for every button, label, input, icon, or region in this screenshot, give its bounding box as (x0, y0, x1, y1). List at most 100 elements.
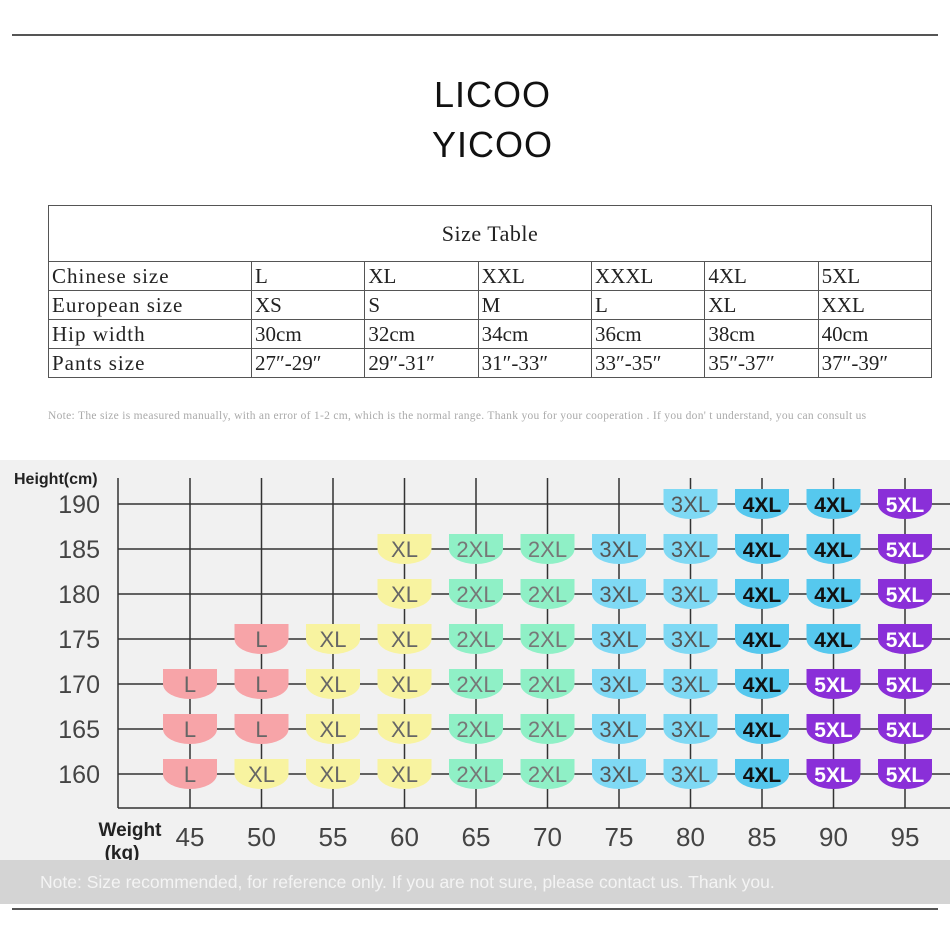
size-badge-label: 3XL (671, 492, 710, 517)
size-cell: L (250, 261, 366, 291)
size-badge-label: XL (391, 672, 418, 697)
size-badge-label: 3XL (671, 582, 710, 607)
size-badge (806, 714, 861, 744)
size-cell: 4XL (704, 261, 819, 291)
size-badge-label: 2XL (528, 582, 567, 607)
size-badge (449, 579, 503, 609)
size-badge-label: 4XL (743, 764, 782, 787)
size-badge (306, 624, 360, 654)
size-cell: 37″-39″ (817, 348, 933, 378)
size-table-row: Chinese size L XL XXL XXXL 4XL 5XL (48, 261, 933, 291)
size-badge (663, 759, 718, 789)
size-badge-label: 4XL (743, 674, 782, 697)
size-badge (806, 759, 861, 789)
size-table-title-row: Size Table (48, 205, 932, 262)
size-badge (449, 759, 503, 789)
x-tick-label: 90 (819, 822, 848, 852)
y-tick-label: 180 (58, 581, 100, 609)
x-tick-label: 55 (319, 822, 348, 852)
size-cell: 32cm (364, 319, 479, 349)
size-row-label: Pants size (48, 348, 252, 378)
x-tick-label: 60 (390, 822, 419, 852)
size-badge-label: 3XL (671, 672, 710, 697)
size-cell: M (477, 290, 592, 320)
size-badge (735, 579, 789, 609)
size-badge (520, 579, 575, 609)
size-badge-label: 4XL (743, 584, 782, 607)
size-badge-label: 5XL (814, 719, 853, 742)
size-badge (234, 624, 289, 654)
size-cell: 27″-29″ (250, 348, 366, 378)
size-badge-label: 3XL (599, 537, 638, 562)
size-badge-label: 2XL (456, 537, 495, 562)
x-tick-label: 95 (891, 822, 920, 852)
size-badge-label: 5XL (886, 584, 925, 607)
size-badge (520, 624, 575, 654)
size-badge (592, 759, 646, 789)
size-badge (735, 624, 789, 654)
size-cell: 30cm (250, 319, 366, 349)
size-badge (163, 714, 217, 744)
size-badge-label: 5XL (814, 674, 853, 697)
size-badge (377, 624, 432, 654)
size-row-label: Hip width (48, 319, 252, 349)
size-badge-label: 4XL (743, 629, 782, 652)
brand-name-line2: YICOO (431, 124, 553, 165)
size-badge-label: 5XL (814, 764, 853, 787)
size-cell: 29″-31″ (364, 348, 479, 378)
size-badge-label: 3XL (671, 627, 710, 652)
size-badge-label: 5XL (886, 494, 925, 517)
x-tick-label: 65 (462, 822, 491, 852)
size-cell: XL (364, 261, 479, 291)
size-badge (592, 579, 646, 609)
size-badge-label: 3XL (599, 582, 638, 607)
measurement-note: Note: The size is measured manually, wit… (48, 410, 867, 422)
y-tick-label: 170 (58, 671, 100, 699)
size-badge (878, 624, 932, 654)
size-badge-label: 3XL (599, 627, 638, 652)
size-badge-label: 5XL (886, 719, 925, 742)
x-axis-title: Weight (99, 820, 163, 841)
size-cell: 5XL (817, 261, 933, 291)
x-axis-title-unit: (kg) (105, 843, 140, 860)
size-badge (520, 669, 575, 699)
size-badge-label: XL (391, 762, 418, 787)
size-table: Size Table Chinese size L XL XXL XXXL 4X… (48, 205, 933, 378)
size-badge (306, 669, 360, 699)
size-row-label: Chinese size (48, 261, 252, 291)
size-badge (663, 534, 718, 564)
size-cell: XXL (477, 261, 592, 291)
size-badge (663, 669, 718, 699)
size-badge-label: L (184, 672, 196, 697)
size-badge (163, 759, 217, 789)
size-badge-label: 2XL (456, 672, 495, 697)
x-tick-label: 85 (748, 822, 777, 852)
size-cell: S (364, 290, 479, 320)
size-badge-label: 2XL (456, 762, 495, 787)
size-badge (806, 669, 861, 699)
size-badge-label: 3XL (671, 537, 710, 562)
size-badge (306, 759, 360, 789)
size-badge-label: 5XL (886, 539, 925, 562)
size-badge (377, 759, 432, 789)
size-badge (663, 624, 718, 654)
size-badge-label: 2XL (456, 582, 495, 607)
y-tick-label: 165 (58, 716, 100, 744)
size-badge (377, 669, 432, 699)
size-badge-label: L (255, 717, 267, 742)
size-badge-label: 3XL (671, 717, 710, 742)
size-badge-label: 3XL (599, 762, 638, 787)
size-badge-label: 3XL (599, 672, 638, 697)
size-badge-label: L (184, 762, 196, 787)
size-badge-label: 4XL (814, 629, 853, 652)
size-badge (663, 579, 718, 609)
size-badge-label: XL (391, 537, 418, 562)
size-badge (592, 669, 646, 699)
size-badge (449, 624, 503, 654)
size-badge (163, 669, 217, 699)
size-badge (306, 714, 360, 744)
bottom-note-text: Note: Size recommended, for reference on… (40, 872, 775, 892)
size-badge (449, 534, 503, 564)
size-badge (806, 489, 861, 519)
size-badge-label: 4XL (743, 494, 782, 517)
